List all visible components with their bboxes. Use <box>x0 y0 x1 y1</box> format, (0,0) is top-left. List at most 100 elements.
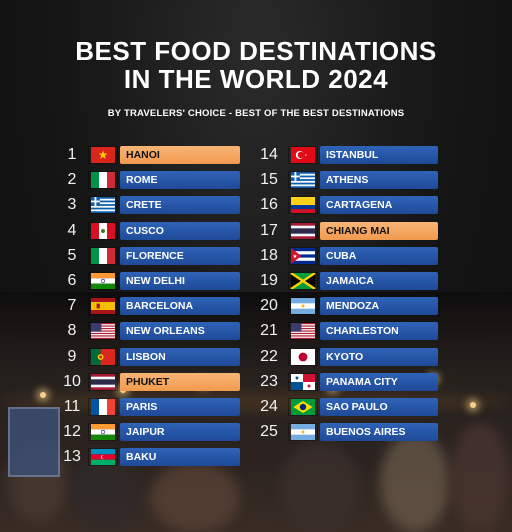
cuba-flag-icon <box>288 246 318 265</box>
rank-number: 20 <box>260 297 278 315</box>
spain-flag-icon <box>88 297 118 316</box>
rank-number: 4 <box>67 221 77 239</box>
rank-number: 11 <box>63 397 81 415</box>
destination-bar: BARCELONA <box>120 297 240 316</box>
ranking-row: 10 PHUKET <box>58 372 248 397</box>
rank-number: 22 <box>260 347 278 365</box>
france-flag-icon <box>88 397 118 416</box>
destination-name: JAIPUR <box>126 426 165 439</box>
destination-bar: JAMAICA <box>320 271 438 290</box>
destination-bar: SAO PAULO <box>320 397 438 416</box>
destination-bar: ROME <box>120 171 240 190</box>
destination-name: ROME <box>126 174 158 187</box>
destination-name: PARIS <box>126 400 158 413</box>
ranking-row: 24 SAO PAULO <box>258 397 448 422</box>
ranking-row: 7 BARCELONA <box>58 296 248 321</box>
destination-bar: CUSCO <box>120 221 240 240</box>
ranking-row: 14 ISTANBUL <box>258 145 448 170</box>
ranking-row: 4 CUSCO <box>58 221 248 246</box>
vietnam-flag-icon <box>88 146 118 164</box>
rank-number: 19 <box>260 271 278 289</box>
ranking-row: 16 CARTAGENA <box>258 195 448 220</box>
thailand-flag-icon <box>88 372 118 391</box>
destination-name: FLORENCE <box>126 249 184 262</box>
destination-bar: MENDOZA <box>320 297 438 316</box>
destination-name: CUSCO <box>126 224 164 237</box>
destination-bar: CRETE <box>120 196 240 215</box>
destination-name: ATHENS <box>326 174 369 187</box>
ranking-row: 8 NEW ORLEANS <box>58 321 248 346</box>
rank-number: 5 <box>67 246 77 264</box>
destination-bar: CHARLESTON <box>320 322 438 341</box>
thailand-flag-icon <box>288 221 318 240</box>
destination-bar: NEW ORLEANS <box>120 322 240 341</box>
ranking-row: 25 BUENOS AIRES <box>258 422 448 447</box>
turkey-flag-icon <box>288 146 318 164</box>
destination-bar: HANOI <box>120 146 240 164</box>
destination-bar: JAIPUR <box>120 423 240 442</box>
jamaica-flag-icon <box>288 271 318 290</box>
rank-number: 1 <box>67 146 77 163</box>
argentina-flag-icon <box>288 423 318 442</box>
destination-name: NEW ORLEANS <box>126 325 205 338</box>
destination-name: CRETE <box>126 199 162 212</box>
rank-number: 6 <box>67 271 77 289</box>
destination-name: CUBA <box>326 249 357 262</box>
italy-flag-icon <box>88 171 118 190</box>
ranking-column-left: 1 HANOI 2 ROME 3 CRETE 4 CUSCO 5 FLORENCE 6 NEW DEL… <box>58 145 248 472</box>
rank-number: 12 <box>63 423 81 441</box>
rank-number: 8 <box>67 322 77 340</box>
india-flag-icon <box>88 423 118 442</box>
argentina-flag-icon <box>288 297 318 316</box>
ranking-row: 9 LISBON <box>58 347 248 372</box>
destination-bar: CUBA <box>320 246 438 265</box>
destination-bar: PHUKET <box>120 372 240 391</box>
destination-bar: NEW DELHI <box>120 271 240 290</box>
destination-name: KYOTO <box>326 350 364 363</box>
page-title-line-2: IN THE WORLD 2024 <box>123 64 389 94</box>
ranking-row: 23 PANAMA CITY <box>258 372 448 397</box>
destination-name: BARCELONA <box>126 300 194 313</box>
italy-flag-icon <box>88 246 118 265</box>
destination-name: CHIANG MAI <box>326 224 390 237</box>
panama-flag-icon <box>288 372 318 391</box>
destination-bar: CHIANG MAI <box>320 221 438 240</box>
destination-name: ISTANBUL <box>326 149 379 161</box>
ranking-row: 15 ATHENS <box>258 170 448 195</box>
ranking-column-right: 14 ISTANBUL 15 ATHENS 16 CARTAGENA 17 CHIANG MA… <box>258 145 448 447</box>
destination-name: BUENOS AIRES <box>326 426 406 439</box>
destination-bar: ATHENS <box>320 171 438 190</box>
destination-bar: LISBON <box>120 347 240 366</box>
destination-name: PANAMA CITY <box>326 375 398 388</box>
ranking-row: 17 CHIANG MAI <box>258 221 448 246</box>
rank-number: 18 <box>260 246 278 264</box>
destination-name: JAMAICA <box>326 274 374 287</box>
destination-bar: BAKU <box>120 448 240 467</box>
brazil-flag-icon <box>288 397 318 416</box>
ranking-row: 11 PARIS <box>58 397 248 422</box>
destination-bar: ISTANBUL <box>320 146 438 164</box>
ranking-row: 1 HANOI <box>58 145 248 170</box>
rank-number: 24 <box>260 397 278 415</box>
ranking-row: 3 CRETE <box>58 195 248 220</box>
rank-number: 7 <box>67 297 77 315</box>
greece-flag-icon <box>88 196 118 215</box>
usa-flag-icon <box>288 322 318 341</box>
page-subtitle: BY TRAVELERS' CHOICE - BEST OF THE BEST … <box>107 108 405 119</box>
rank-number: 25 <box>260 423 278 441</box>
ranking-row: 2 ROME <box>58 170 248 195</box>
ranking-row: 13 BAKU <box>58 447 248 472</box>
peru-flag-icon <box>88 221 118 240</box>
page-title-line-1: BEST FOOD DESTINATIONS <box>75 36 437 66</box>
destination-name: NEW DELHI <box>126 274 185 287</box>
ranking-row: 5 FLORENCE <box>58 246 248 271</box>
ranking-row: 12 JAIPUR <box>58 422 248 447</box>
azerbaijan-flag-icon <box>88 448 118 467</box>
destination-bar: KYOTO <box>320 347 438 366</box>
india-flag-icon <box>88 271 118 290</box>
ranking-row: 6 NEW DELHI <box>58 271 248 296</box>
rank-number: 13 <box>63 448 81 466</box>
rank-number: 21 <box>260 322 278 340</box>
destination-name: HANOI <box>126 149 160 161</box>
